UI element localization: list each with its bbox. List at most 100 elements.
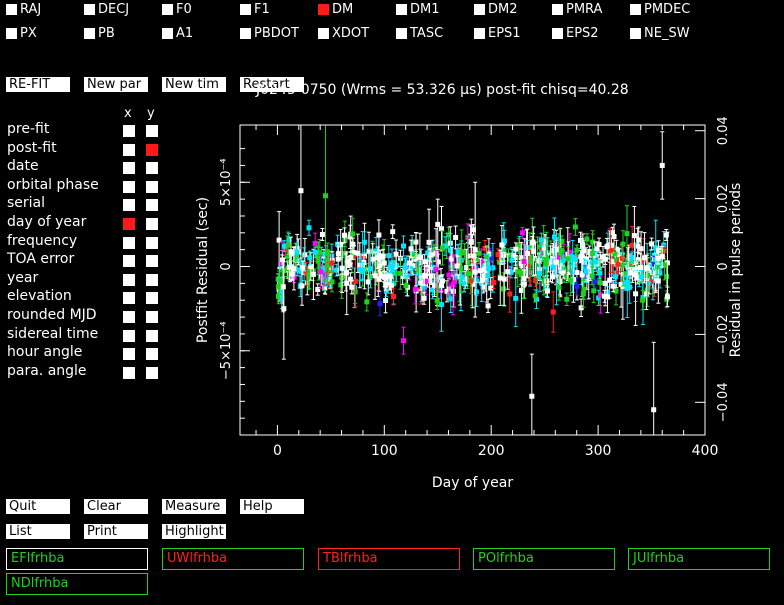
param-checkbox-decj[interactable]: DECJ (84, 1, 129, 17)
param-checkbox-f0[interactable]: F0 (162, 1, 192, 17)
residual-point (438, 278, 444, 293)
new-tim-button[interactable]: New tim (162, 77, 226, 92)
highlight-button[interactable]: Highlight (162, 524, 226, 539)
restart-button[interactable]: Restart (240, 77, 304, 92)
param-checkbox-pmdec[interactable]: PMDEC (630, 1, 690, 17)
refit-button[interactable]: RE-FIT (6, 77, 70, 92)
param-checkbox-pb[interactable]: PB (84, 25, 115, 41)
list-button[interactable]: List (6, 524, 70, 539)
y-axis-select-box[interactable] (146, 292, 158, 305)
checkbox-square[interactable] (552, 3, 563, 15)
checkbox-square[interactable] (318, 3, 329, 15)
y-axis-select-box[interactable] (146, 348, 158, 361)
param-label: DM (332, 1, 354, 17)
checkbox-square[interactable] (240, 3, 251, 15)
y-axis-select-box[interactable] (146, 180, 158, 193)
x-axis-select-box[interactable] (123, 329, 135, 342)
y-axis-select-box[interactable] (146, 236, 158, 249)
help-button[interactable]: Help (240, 499, 304, 514)
param-checkbox-dm[interactable]: DM (318, 1, 353, 17)
param-checkbox-eps1[interactable]: EPS1 (474, 25, 521, 41)
param-checkbox-ne-sw[interactable]: NE_SW (630, 25, 690, 41)
checkbox-square[interactable] (396, 27, 407, 39)
x-axis-select-box[interactable] (123, 292, 135, 305)
residual-point (486, 253, 492, 285)
axis-option-elevation: elevation (7, 288, 72, 305)
checkbox-square[interactable] (396, 3, 407, 15)
x-axis-select-box[interactable] (123, 162, 135, 175)
y-axis-select-box[interactable] (146, 366, 158, 379)
checkbox-square[interactable] (162, 3, 173, 15)
y-axis-select-box[interactable] (146, 162, 158, 175)
residual-point (640, 290, 646, 311)
x-axis-select-box[interactable] (123, 366, 135, 379)
flag-button[interactable]: TBlfrhba (318, 548, 460, 570)
param-checkbox-pbdot[interactable]: PBDOT (240, 25, 299, 41)
checkbox-square[interactable] (84, 3, 95, 15)
checkbox-square[interactable] (84, 27, 95, 39)
new-par-button[interactable]: New par (84, 77, 148, 92)
measure-button[interactable]: Measure (162, 499, 226, 514)
x-axis-select-box[interactable] (123, 218, 135, 230)
x-axis-select-box[interactable] (123, 199, 135, 212)
x-tick-label: 300 (585, 443, 612, 459)
residual-point (584, 233, 590, 245)
residual-point (596, 237, 602, 252)
quit-button[interactable]: Quit (6, 499, 70, 514)
y-axis-select-box[interactable] (146, 218, 158, 230)
print-button[interactable]: Print (84, 524, 148, 539)
y-axis-select-box[interactable] (146, 199, 158, 212)
y-axis-select-box[interactable] (146, 311, 158, 323)
residual-point (593, 252, 599, 272)
checkbox-square[interactable] (630, 27, 641, 39)
param-checkbox-tasc[interactable]: TASC (396, 25, 443, 41)
residual-point (550, 291, 556, 333)
checkbox-square[interactable] (162, 27, 173, 39)
y-axis-select-box[interactable] (146, 329, 158, 342)
residual-point (607, 228, 613, 273)
flag-button[interactable]: EFlfrhba (6, 548, 148, 570)
checkbox-square[interactable] (318, 27, 329, 39)
x-axis-select-box[interactable] (123, 236, 135, 249)
y-axis-select-box[interactable] (146, 255, 158, 268)
param-checkbox-px[interactable]: PX (6, 25, 37, 41)
param-checkbox-eps2[interactable]: EPS2 (552, 25, 599, 41)
flag-button[interactable]: UWlfrhba (162, 548, 304, 570)
param-checkbox-raj[interactable]: RAJ (6, 1, 41, 17)
y-axis-select-box[interactable] (146, 273, 158, 286)
clear-button[interactable]: Clear (84, 499, 148, 514)
residual-point (377, 260, 383, 272)
residual-point (644, 254, 650, 281)
checkbox-square[interactable] (6, 27, 17, 39)
param-checkbox-pmra[interactable]: PMRA (552, 1, 602, 17)
checkbox-square[interactable] (630, 3, 641, 15)
checkbox-square[interactable] (474, 27, 485, 39)
checkbox-square[interactable] (552, 27, 563, 39)
x-axis-select-box[interactable] (123, 125, 135, 137)
param-label: F1 (254, 1, 270, 17)
x-axis-select-box[interactable] (123, 255, 135, 268)
y-axis-select-box[interactable] (146, 125, 158, 137)
residual-point (659, 245, 665, 268)
residual-point (303, 262, 309, 286)
residual-point (574, 244, 580, 256)
flag-button[interactable]: JUlfrhba (628, 548, 770, 570)
residual-point (580, 279, 586, 308)
x-axis-select-box[interactable] (123, 348, 135, 361)
checkbox-square[interactable] (6, 3, 17, 15)
y-axis-select-box[interactable] (146, 143, 158, 156)
flag-button[interactable]: POlfrhba (473, 548, 615, 570)
x-axis-select-box[interactable] (123, 143, 135, 156)
checkbox-square[interactable] (474, 3, 485, 15)
param-checkbox-a1[interactable]: A1 (162, 25, 193, 41)
param-checkbox-dm1[interactable]: DM1 (396, 1, 440, 17)
x-axis-select-box[interactable] (123, 273, 135, 286)
param-checkbox-xdot[interactable]: XDOT (318, 25, 369, 41)
flag-button[interactable]: NDlfrhba (6, 573, 148, 595)
param-checkbox-f1[interactable]: F1 (240, 1, 270, 17)
x-axis-select-box[interactable] (123, 180, 135, 193)
x-axis-select-box[interactable] (123, 311, 135, 323)
checkbox-square[interactable] (240, 27, 251, 39)
param-checkbox-dm2[interactable]: DM2 (474, 1, 518, 17)
